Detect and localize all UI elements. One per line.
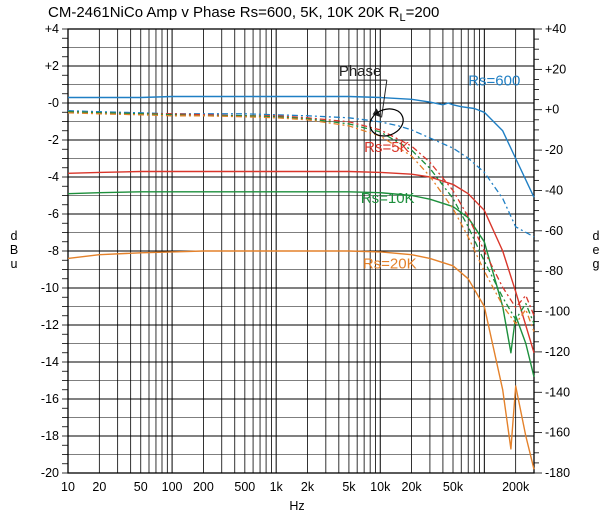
x-axis-label: Hz [289,499,304,513]
y-right-tick-label: -100 [545,305,570,319]
y-right-tick-label: -80 [545,264,563,278]
series-label: Rs=600 [468,72,520,89]
y-right-tick-label: -40 [545,183,563,197]
y-left-tick-label: -14 [41,355,59,369]
chart-title-suffix: =200 [406,4,440,21]
y-left-tick-label: -12 [41,318,59,332]
x-tick-label: 10k [370,480,391,494]
phase-callout-ellipse [369,108,404,137]
x-tick-label: 2k [301,480,315,494]
x-tick-label: 5k [342,480,356,494]
phase-line [67,111,535,324]
y-axis-label-left-char: B [10,243,18,257]
y-left-tick-label: -4 [48,170,59,184]
phase-line [67,112,535,332]
phase-line [67,111,535,316]
y-left-tick-label: -0 [48,96,59,110]
y-right-tick-label: +0 [545,103,559,117]
amplitude-line [67,191,535,377]
y-right-tick-label: -160 [545,426,570,440]
chart-title: CM-2461NiCo Amp v Phase Rs=600, 5K, 10K … [48,4,439,24]
series-label: Phase [339,63,382,80]
y-left-tick-label: -18 [41,429,59,443]
x-tick-label: 50 [134,480,148,494]
x-tick-label: 200k [502,480,530,494]
amplitude-line [68,95,535,198]
series-layer [67,95,535,470]
y-left-tick-label: -2 [48,133,59,147]
x-tick-label: 10 [61,480,75,494]
x-tick-label: 50k [443,480,464,494]
x-tick-label: 200 [193,480,214,494]
amplitude-line [67,250,535,470]
series-label: Rs=5K [364,139,409,156]
tick-label-layer: 10 20 50 100 200 500 1k 2k 5k 10k 20k 50k 200k +4 +2 -0… [41,22,570,494]
amplitude-line [67,170,535,354]
y-right-tick-label: -120 [545,345,570,359]
y-right-tick-label: -20 [545,143,563,157]
y-axis-label-left-char: u [11,257,18,271]
x-tick-label: 1k [270,480,284,494]
x-tick-label: 500 [234,480,255,494]
grid-lines [62,28,542,474]
y-left-tick-label: -16 [41,392,59,406]
y-left-tick-label: -20 [41,466,59,480]
y-axis-label-left: dBu [10,229,18,271]
y-right-tick-label: -60 [545,224,563,238]
phase-line [67,110,535,238]
y-right-tick-label: -180 [545,466,570,480]
x-tick-label: 20k [402,480,423,494]
annotation-layer: Rs=600 Rs=5K Rs=10K Rs=20K Phase [338,63,520,273]
y-axis-label-right-char: g [593,257,600,271]
y-right-tick-label: +40 [545,22,566,36]
series-label: Rs=10K [361,190,415,207]
y-left-tick-label: -8 [48,244,59,258]
y-right-tick-label: -140 [545,385,570,399]
y-left-tick-label: -10 [41,281,59,295]
series-label: Rs=20K [363,256,417,273]
y-axis-label-left-char: d [11,229,18,243]
y-left-tick-label: -6 [48,207,59,221]
x-tick-label: 20 [92,480,106,494]
chart-title-subscript: L [399,12,405,24]
y-left-tick-label: +4 [45,22,59,36]
x-tick-label: 100 [162,480,183,494]
y-right-tick-label: +20 [545,62,566,76]
y-axis-label-right: deg [593,229,600,271]
y-axis-label-right-char: d [593,229,600,243]
phase-callout-arrow [381,80,388,118]
y-left-tick-label: +2 [45,59,59,73]
y-axis-label-right-char: e [593,243,600,257]
